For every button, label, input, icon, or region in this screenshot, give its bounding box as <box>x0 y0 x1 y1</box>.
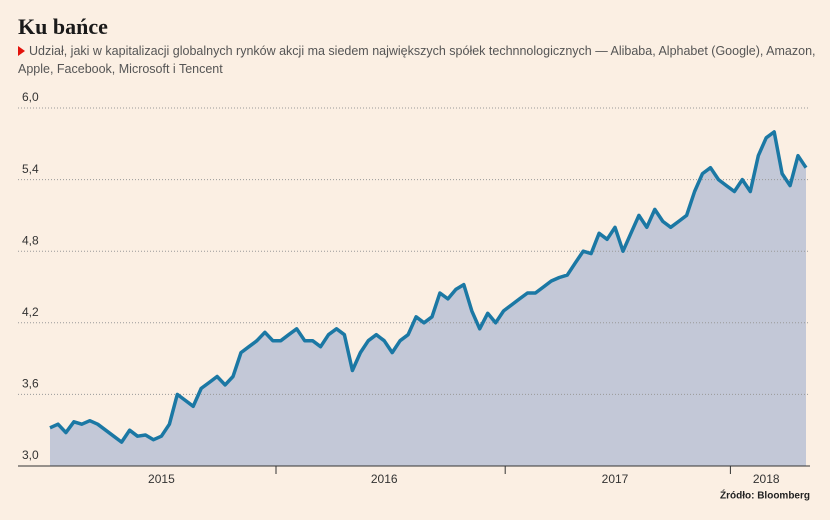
x-tick-label: 2015 <box>148 472 175 486</box>
x-tick-label: 2016 <box>371 472 398 486</box>
y-tick-label: 5,4 <box>22 162 39 176</box>
y-tick-label: 6,0 <box>22 90 39 104</box>
area <box>50 131 806 466</box>
chart-title: Ku bańce <box>18 14 108 39</box>
marker <box>18 46 25 56</box>
x-tick-label: 2017 <box>602 472 629 486</box>
chart-subtitle: Udział, jaki w kapitalizacji globalnych … <box>18 42 818 78</box>
x-tick-label: 2018 <box>753 472 780 486</box>
line <box>49 130 808 444</box>
y-tick-label: 3,6 <box>22 377 39 391</box>
y-tick-label: 3,0 <box>22 448 39 462</box>
y-tick-label: 4,8 <box>22 233 39 247</box>
source: Źródło: Bloomberg <box>720 489 810 502</box>
subtitle-text: Udział, jaki w kapitalizacji globalnych … <box>18 44 816 76</box>
y-tick-label: 4,2 <box>22 305 39 319</box>
